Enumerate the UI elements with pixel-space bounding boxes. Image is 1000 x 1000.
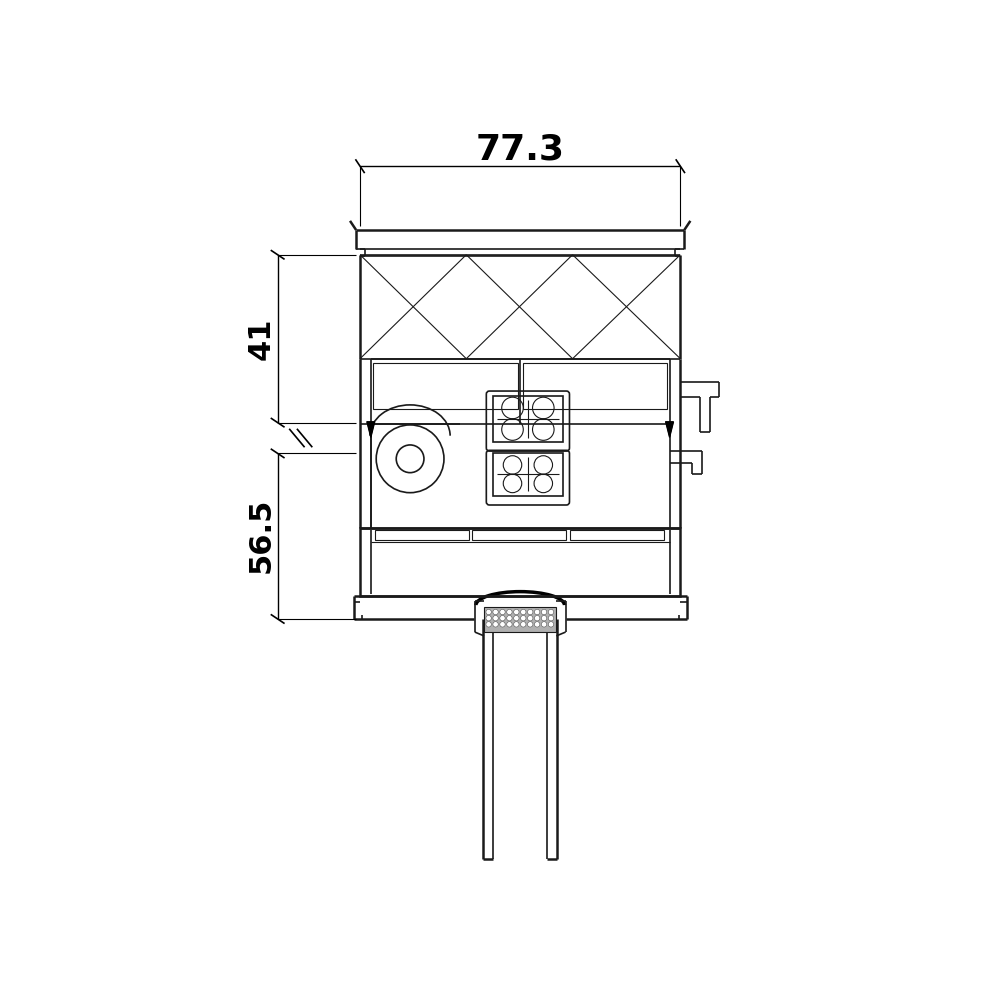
Circle shape xyxy=(528,622,533,627)
Text: 56.5: 56.5 xyxy=(246,498,275,573)
Circle shape xyxy=(507,622,512,627)
Text: 41: 41 xyxy=(246,317,275,360)
Bar xyxy=(472,530,566,540)
Circle shape xyxy=(528,615,533,621)
Bar xyxy=(523,363,667,409)
Circle shape xyxy=(541,615,547,621)
Circle shape xyxy=(507,609,512,615)
Polygon shape xyxy=(367,422,375,437)
Circle shape xyxy=(486,609,491,615)
Circle shape xyxy=(521,622,526,627)
Bar xyxy=(360,528,680,596)
Circle shape xyxy=(514,622,519,627)
Circle shape xyxy=(493,615,498,621)
Circle shape xyxy=(534,615,540,621)
Polygon shape xyxy=(666,422,673,437)
Circle shape xyxy=(514,615,519,621)
Circle shape xyxy=(486,615,491,621)
Bar xyxy=(493,453,563,496)
Circle shape xyxy=(493,609,498,615)
Bar xyxy=(375,530,469,540)
Bar xyxy=(493,396,563,442)
Circle shape xyxy=(486,622,491,627)
Circle shape xyxy=(521,615,526,621)
Circle shape xyxy=(507,615,512,621)
Circle shape xyxy=(500,615,505,621)
Circle shape xyxy=(534,622,540,627)
Circle shape xyxy=(521,609,526,615)
Circle shape xyxy=(548,615,554,621)
Circle shape xyxy=(548,622,554,627)
Circle shape xyxy=(500,622,505,627)
Bar xyxy=(373,363,518,409)
Text: 77.3: 77.3 xyxy=(476,132,565,166)
Circle shape xyxy=(541,609,547,615)
Circle shape xyxy=(534,609,540,615)
Circle shape xyxy=(514,609,519,615)
Bar xyxy=(570,530,664,540)
Circle shape xyxy=(548,609,554,615)
Circle shape xyxy=(493,622,498,627)
Bar xyxy=(484,607,556,632)
Circle shape xyxy=(500,609,505,615)
Circle shape xyxy=(528,609,533,615)
Circle shape xyxy=(541,622,547,627)
